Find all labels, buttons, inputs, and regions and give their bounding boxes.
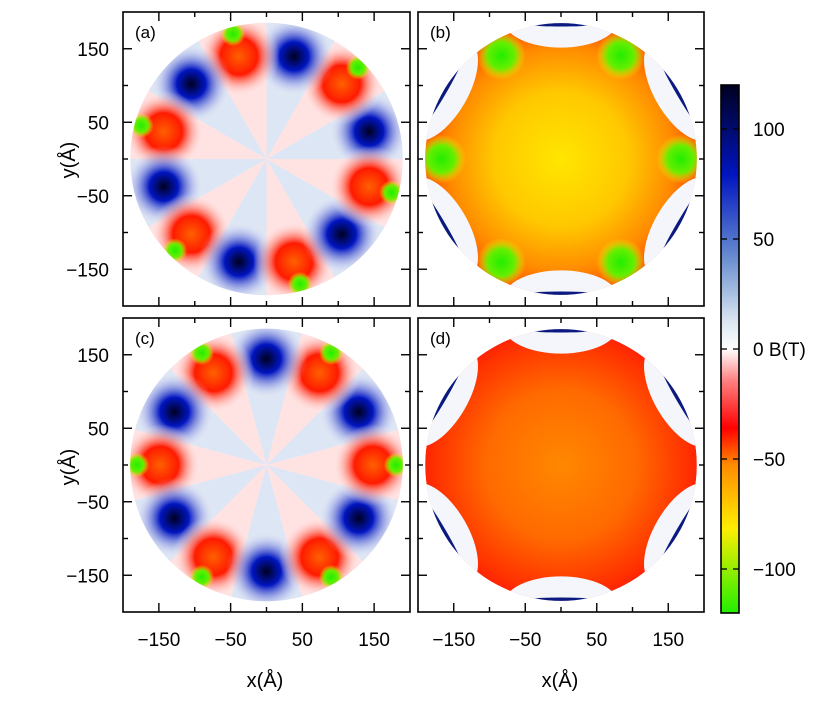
edge-spot <box>130 452 150 478</box>
edge-lobe <box>503 23 619 48</box>
y-tick-label: 150 <box>77 40 109 61</box>
x-tick-label: 50 <box>292 630 313 651</box>
x-tick-label: −150 <box>432 630 475 651</box>
edge-spot <box>379 180 403 205</box>
negative-lobe <box>328 145 403 228</box>
x-tick-label: −50 <box>509 630 541 651</box>
y-tick-label: −150 <box>66 566 109 587</box>
edge-spot <box>162 238 188 263</box>
x-tick-label: 150 <box>358 630 390 651</box>
colorbar-tick-label: 50 <box>753 230 774 251</box>
vertex-spot <box>425 134 466 184</box>
colorbar-tick-label: 0 B(T) <box>753 340 806 361</box>
vertex-spot <box>596 238 646 287</box>
edge-spot <box>189 340 215 366</box>
colorbar-tick-label: −100 <box>753 560 796 581</box>
x-tick-label: −150 <box>137 630 180 651</box>
negative-lobe <box>331 424 403 506</box>
y-tick-label: −150 <box>66 260 109 281</box>
panels: (a) (b) (c) (d) <box>122 11 705 613</box>
x-tick-label: 150 <box>652 630 684 651</box>
vertex-spot <box>596 31 646 80</box>
edge-spot <box>318 564 344 590</box>
y-tick-label: 50 <box>88 113 109 134</box>
edge-spot <box>345 55 371 80</box>
edge-spot <box>220 22 246 47</box>
edge-lobe <box>503 329 619 354</box>
y-tick-label: −50 <box>77 187 109 208</box>
edge-lobe <box>503 576 619 601</box>
panel-label: (c) <box>135 329 155 348</box>
y-axis-title-top: y(Å) <box>57 142 80 179</box>
y-tick-label: 150 <box>77 346 109 367</box>
tick-labels: 150 50 −50 −150 150 50 −50 −150 −150 −50 50 150 −150… <box>66 40 684 651</box>
field-map <box>425 329 697 601</box>
field-map <box>425 23 697 295</box>
edge-spot <box>318 340 344 366</box>
colorbar-tick-label: −50 <box>753 450 785 471</box>
y-axis-title-bottom: y(Å) <box>57 449 80 486</box>
panel-3: (d) <box>417 317 705 613</box>
vertex-spot <box>656 134 697 184</box>
y-tick-label: 50 <box>88 419 109 440</box>
x-tick-label: −50 <box>215 630 247 651</box>
x-axis-title-left: x(Å) <box>247 669 284 692</box>
panel-2: (c) <box>122 317 411 613</box>
panel-1: (b) <box>417 11 705 307</box>
panel-0: (a) <box>122 11 411 307</box>
panel-label: (d) <box>430 329 451 348</box>
vertex-spot <box>476 238 526 287</box>
edge-spot <box>130 113 154 138</box>
panel-label: (b) <box>430 23 451 42</box>
x-tick-label: 50 <box>586 630 607 651</box>
edge-spot <box>287 271 313 296</box>
edge-lobe <box>503 270 619 295</box>
x-axis-title-right: x(Å) <box>542 669 579 692</box>
panel-label: (a) <box>135 23 156 42</box>
colorbar-tick-label: 100 <box>753 120 785 141</box>
y-tick-label: −50 <box>77 493 109 514</box>
edge-spot <box>189 564 215 590</box>
colorbar: 100 50 0 B(T) −50 −100 <box>720 84 806 614</box>
vertex-spot <box>476 31 526 80</box>
edge-spot <box>383 452 403 478</box>
